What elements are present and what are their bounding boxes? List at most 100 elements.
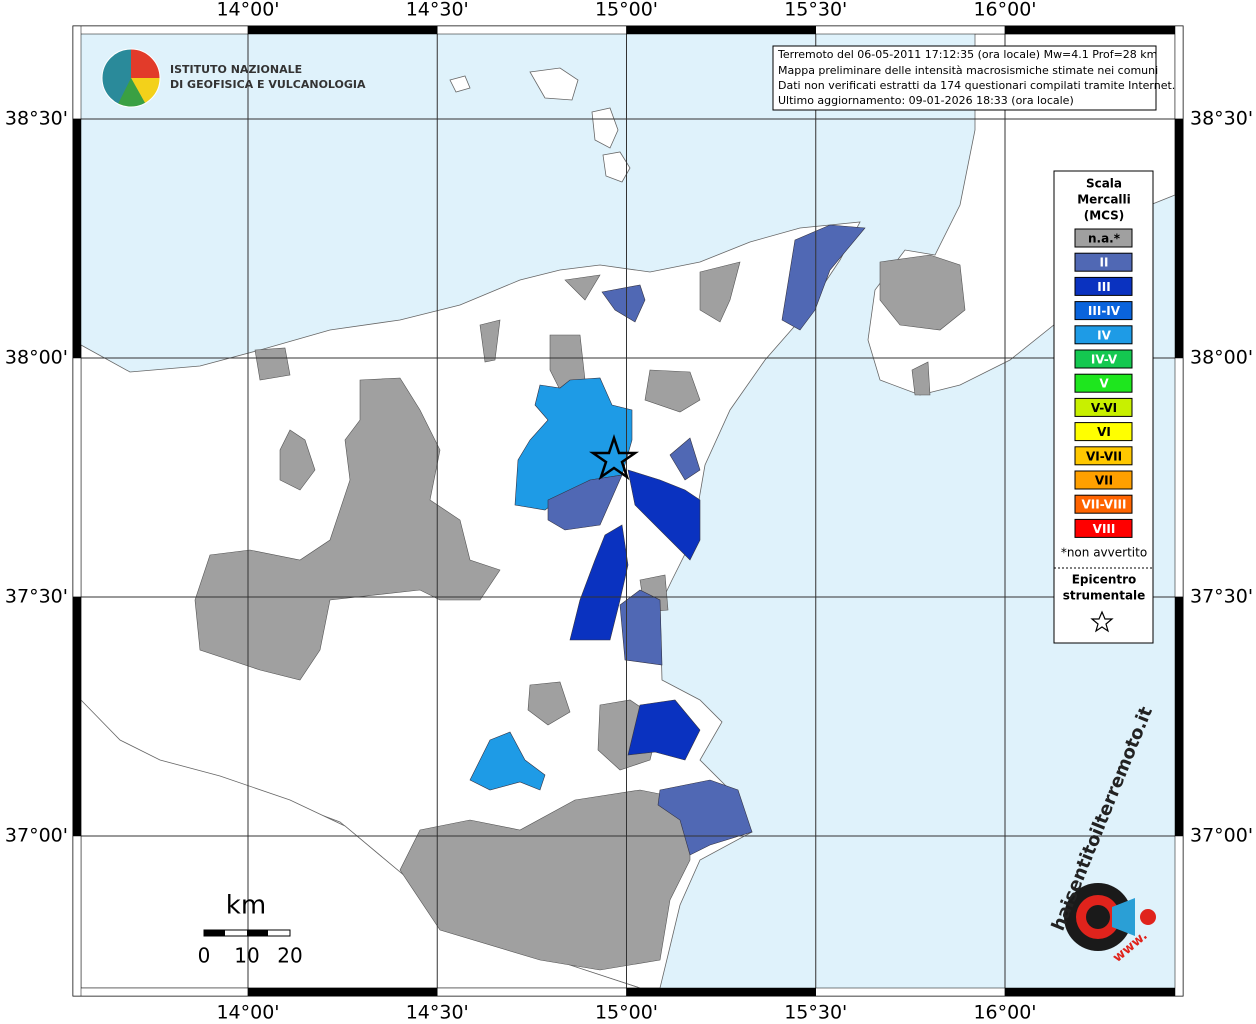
- comune-na: [911, 361, 931, 396]
- island-lipari: [591, 107, 619, 149]
- legend-label: VIII: [1093, 522, 1116, 536]
- comune-na: [194, 377, 501, 681]
- scale-segment: [204, 930, 225, 936]
- legend-swatch: [1074, 397, 1133, 417]
- legend-label: IV: [1097, 328, 1111, 342]
- area-iii: [569, 524, 629, 641]
- lon-label: 15°00': [595, 1002, 658, 1024]
- frame-segment: [626, 987, 816, 997]
- frame-segment: [1004, 987, 1184, 997]
- lat-label: 37°00': [5, 825, 68, 847]
- frame-segment: [815, 25, 1006, 35]
- legend-swatch: [1074, 325, 1133, 345]
- legend-label: V-VI: [1091, 401, 1117, 415]
- area-ii: [619, 589, 663, 666]
- lat-label: 38°30': [5, 108, 68, 130]
- badge-speaker: [1112, 898, 1135, 936]
- epicenter-star: [588, 434, 640, 481]
- lon-label: 16°00': [973, 0, 1036, 21]
- frame-segment: [437, 25, 627, 35]
- scale-bar: km 0 10 20: [198, 891, 303, 968]
- legend-swatch: [1074, 373, 1133, 393]
- island-panarea: [449, 75, 471, 93]
- legend-label: VII-VIII: [1081, 498, 1126, 512]
- lon-label: 16°00': [973, 1002, 1036, 1024]
- frame-segment: [626, 25, 816, 35]
- area-ii: [601, 284, 646, 323]
- frame-segment: [1174, 25, 1184, 120]
- legend-epicenter: strumentale: [1063, 589, 1146, 603]
- comune-na: [699, 261, 741, 323]
- legend-label: II: [1100, 256, 1109, 270]
- frame-segment: [1174, 357, 1184, 598]
- frame-segment: [247, 25, 438, 35]
- area-ii: [547, 474, 623, 531]
- area-iv: [469, 731, 546, 791]
- frame-segment: [1004, 25, 1184, 35]
- comune-na: [254, 347, 291, 381]
- frame-segment: [437, 987, 627, 997]
- lat-label: 37°30': [5, 586, 68, 608]
- legend-label: VI: [1097, 425, 1111, 439]
- epicenter-star: [588, 434, 640, 481]
- comune-na: [644, 369, 701, 413]
- municipalities: [194, 254, 966, 971]
- legend-swatch: [1074, 422, 1133, 442]
- comune-na: [527, 681, 571, 726]
- legend-swatch: [1074, 470, 1133, 490]
- info-box: Terremoto del 06-05-2011 17:12:35 (ora l…: [772, 45, 1175, 111]
- frame: [72, 25, 1184, 997]
- logo-outline: [101, 48, 161, 108]
- legend: Scala Mercalli (MCS) *non avvertito Epic…: [1053, 170, 1154, 644]
- badge-center: [1086, 905, 1110, 929]
- institute-name: DI GEOFISICA E VULCANOLOGIA: [170, 78, 366, 91]
- area-ii: [781, 224, 866, 331]
- frame-segment: [72, 357, 82, 598]
- ingv-logo: ISTITUTO NAZIONALE DI GEOFISICA E VULCAN…: [101, 48, 366, 108]
- legend-note: *non avvertito: [1061, 546, 1147, 560]
- lat-label: 38°30': [1190, 108, 1253, 130]
- graticule: [73, 26, 1183, 996]
- frame-segment: [72, 25, 82, 120]
- lon-label: 14°30': [406, 0, 469, 21]
- legend-swatch: [1074, 301, 1133, 321]
- lon-label: 15°30': [784, 1002, 847, 1024]
- info-box: [772, 45, 1157, 111]
- scale-label: 20: [277, 944, 302, 968]
- legend-star: [1090, 610, 1114, 633]
- comune-na: [564, 274, 601, 301]
- legend-swatch: [1074, 446, 1133, 466]
- lat-label: 37°30': [1190, 586, 1253, 608]
- frame-segment: [72, 987, 249, 997]
- frame-segment: [72, 25, 249, 35]
- lat-label: 37°00': [1190, 825, 1253, 847]
- scale-label: 0: [198, 944, 211, 968]
- legend-label: VII: [1095, 474, 1113, 488]
- scale-unit: km: [226, 891, 266, 921]
- info-line: Terremoto del 06-05-2011 17:12:35 (ora l…: [777, 48, 1157, 61]
- legend-swatch: [1074, 276, 1133, 296]
- frame-segment: [815, 987, 1006, 997]
- logo-sector: [131, 49, 160, 78]
- legend-label: III: [1097, 280, 1110, 294]
- scale-segment: [247, 930, 268, 936]
- legend-label: VI-VII: [1086, 449, 1122, 463]
- lat-label: 38°00': [5, 347, 68, 369]
- comune-na: [479, 319, 501, 363]
- area-iii: [627, 469, 701, 561]
- scale-label: 10: [234, 944, 259, 968]
- island-salina: [529, 67, 579, 101]
- frame-segment: [72, 118, 82, 359]
- info-line: Dati non verificati estratti da 174 ques…: [778, 79, 1175, 92]
- legend-swatch: [1074, 252, 1133, 272]
- legend-label: V: [1099, 377, 1109, 391]
- frame-segment: [247, 987, 438, 997]
- legend-label: IV-V: [1091, 353, 1118, 367]
- legend-label: n.a.*: [1088, 232, 1121, 246]
- lon-label: 14°00': [216, 1002, 279, 1024]
- lon-label: 14°30': [406, 1002, 469, 1024]
- legend-swatch: [1074, 518, 1133, 538]
- comune-na: [279, 429, 316, 491]
- info-line: Mappa preliminare delle intensità macros…: [778, 64, 1158, 77]
- area-iii: [627, 699, 701, 761]
